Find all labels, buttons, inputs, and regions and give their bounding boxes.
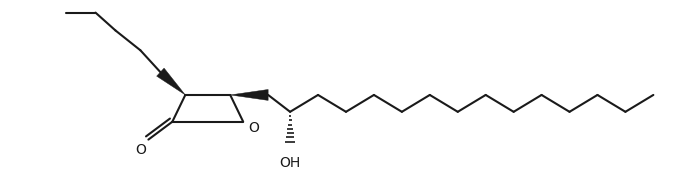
Text: O: O	[248, 121, 259, 135]
Polygon shape	[231, 89, 268, 100]
Text: OH: OH	[279, 156, 301, 170]
Text: O: O	[135, 143, 146, 157]
Polygon shape	[157, 68, 185, 95]
